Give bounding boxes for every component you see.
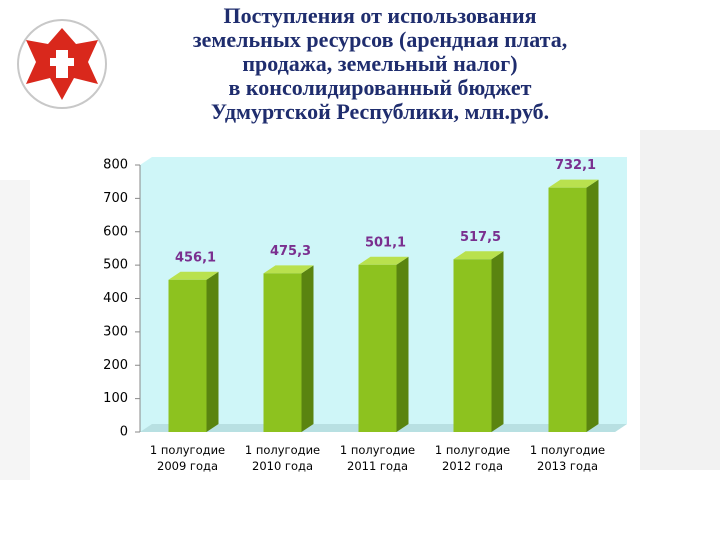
bar-side xyxy=(586,179,599,432)
bar-front xyxy=(168,279,207,432)
y-tick-label: 800 xyxy=(103,158,128,173)
bar-top xyxy=(548,179,599,188)
bar-top xyxy=(263,265,314,274)
bar-side xyxy=(491,251,504,432)
bar-front xyxy=(548,187,587,432)
bar xyxy=(548,179,599,432)
x-tick-label: 1 полугодие 2013 года xyxy=(529,443,606,473)
bar-side xyxy=(206,271,219,432)
value-label: 456,1 xyxy=(175,250,216,265)
x-tick-label: 1 полугодие 2010 года xyxy=(244,443,321,473)
bar-top xyxy=(168,271,219,280)
y-tick-label: 700 xyxy=(103,191,128,206)
decor xyxy=(640,130,720,470)
y-tick-label: 300 xyxy=(103,324,128,339)
bar-front xyxy=(453,259,492,432)
x-tick-label: 1 полугодие 2012 года xyxy=(434,443,511,473)
y-tick-label: 0 xyxy=(120,425,128,440)
title: Поступления от использования земельных р… xyxy=(192,3,568,124)
y-tick-label: 500 xyxy=(103,258,128,273)
decor xyxy=(0,180,30,480)
value-label: 517,5 xyxy=(460,230,501,245)
bar xyxy=(358,256,409,432)
bar-top xyxy=(358,256,409,265)
value-label: 732,1 xyxy=(555,158,596,173)
bar-side xyxy=(396,256,409,432)
bar xyxy=(263,265,314,432)
bar-front xyxy=(358,264,397,432)
y-tick-label: 400 xyxy=(103,291,128,306)
emblem xyxy=(17,19,107,109)
bar-front xyxy=(263,273,302,432)
x-tick-label: 1 полугодие 2011 года xyxy=(339,443,416,473)
value-label: 475,3 xyxy=(270,244,311,259)
y-tick-label: 100 xyxy=(103,391,128,406)
bar xyxy=(168,271,219,432)
y-tick-label: 600 xyxy=(103,224,128,239)
value-label: 501,1 xyxy=(365,235,406,250)
x-tick-label: 1 полугодие 2009 года xyxy=(149,443,226,473)
bar xyxy=(453,251,504,432)
y-tick-label: 200 xyxy=(103,358,128,373)
bar-top xyxy=(453,251,504,260)
bar-side xyxy=(301,265,314,432)
